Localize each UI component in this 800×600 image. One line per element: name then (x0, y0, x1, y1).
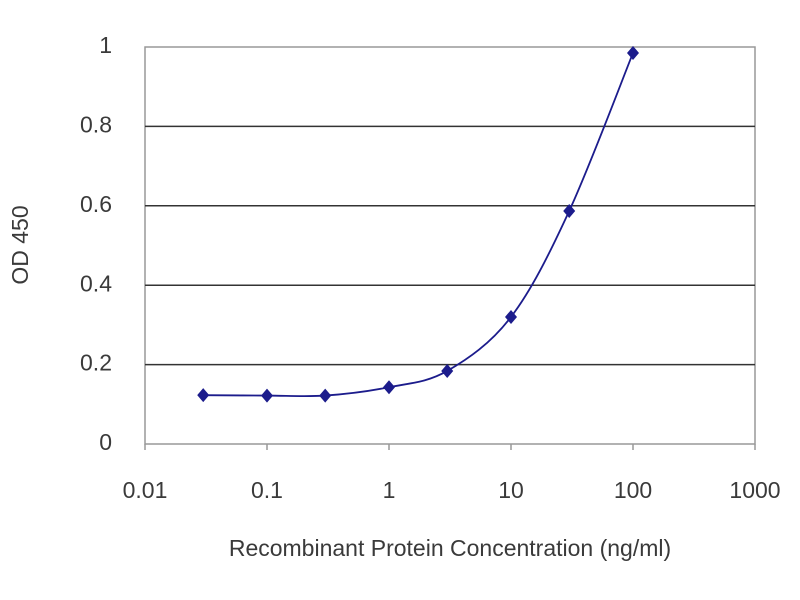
x-axis-title: Recombinant Protein Concentration (ng/ml… (229, 535, 671, 561)
marker (319, 388, 332, 403)
x-tick-label: 0.01 (123, 477, 168, 503)
y-axis-title: OD 450 (7, 205, 33, 284)
y-tick-label: 0.6 (80, 191, 112, 217)
y-tick-label: 0.2 (80, 350, 112, 376)
marker (441, 363, 454, 378)
y-tick-label: 0 (99, 429, 112, 455)
marker (563, 203, 576, 218)
marker (627, 45, 639, 60)
marker (383, 380, 395, 395)
x-tick-label: 100 (614, 477, 652, 503)
y-tick-label: 0.4 (80, 270, 112, 296)
plot-frame (144, 46, 756, 445)
marker (197, 388, 210, 403)
marker (261, 388, 273, 403)
x-tick-label: 10 (498, 477, 524, 503)
marker (505, 309, 517, 324)
x-tick-label: 1000 (729, 477, 780, 503)
y-tick-label: 0.8 (80, 111, 112, 137)
x-tick-label: 1 (383, 477, 396, 503)
x-tick-label: 0.1 (251, 477, 283, 503)
y-tick-label: 1 (99, 32, 112, 58)
